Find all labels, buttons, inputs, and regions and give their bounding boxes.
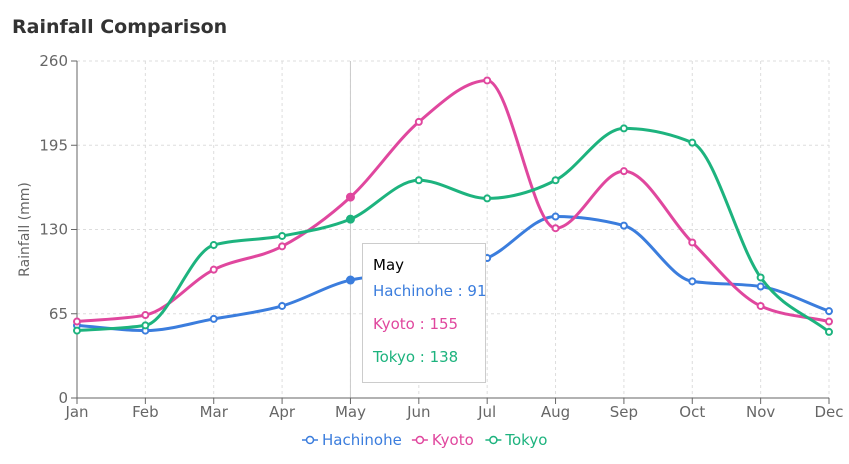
data-point-tokyo-feb[interactable] <box>141 321 150 330</box>
data-point-kyoto-may[interactable] <box>345 192 355 202</box>
data-point-kyoto-apr[interactable] <box>278 242 287 251</box>
data-point-tokyo-jul[interactable] <box>483 194 492 203</box>
data-point-kyoto-jul[interactable] <box>483 76 492 85</box>
chart-title: Rainfall Comparison <box>12 16 228 38</box>
legend-marker-hachinohe[interactable] <box>305 435 315 445</box>
data-point-hachinohe-nov[interactable] <box>756 282 765 291</box>
legend-label-kyoto[interactable]: Kyoto <box>432 431 474 449</box>
data-point-hachinohe-dec[interactable] <box>825 307 833 316</box>
x-tick-label-apr: Apr <box>269 403 296 421</box>
data-point-tokyo-aug[interactable] <box>551 176 560 185</box>
x-tick-label-jul: Jul <box>477 403 496 421</box>
x-tick-label-aug: Aug <box>541 403 570 421</box>
y-tick-label: 260 <box>39 52 68 70</box>
data-point-hachinohe-may[interactable] <box>345 275 355 285</box>
x-tick-label-feb: Feb <box>132 403 159 421</box>
y-tick-label: 65 <box>49 305 68 323</box>
y-axis-title: Rainfall (mm) <box>17 182 33 277</box>
data-point-hachinohe-oct[interactable] <box>688 277 697 286</box>
data-point-tokyo-oct[interactable] <box>688 138 697 147</box>
data-point-tokyo-jan[interactable] <box>73 326 81 335</box>
data-point-kyoto-jun[interactable] <box>414 117 423 126</box>
data-point-tokyo-apr[interactable] <box>278 231 287 240</box>
x-tick-label-dec: Dec <box>814 403 843 421</box>
data-point-kyoto-sep[interactable] <box>619 167 628 176</box>
data-point-kyoto-oct[interactable] <box>688 238 697 247</box>
x-tick-label-jan: Jan <box>64 403 88 421</box>
y-tick-label: 0 <box>58 389 68 407</box>
data-point-hachinohe-aug[interactable] <box>551 212 560 221</box>
data-point-kyoto-jan[interactable] <box>73 317 81 326</box>
tooltip-row-kyoto: Kyoto : 155 <box>373 315 459 333</box>
series-line-tokyo <box>76 126 830 334</box>
x-tick-label-oct: Oct <box>679 403 705 421</box>
data-point-kyoto-dec[interactable] <box>825 317 833 326</box>
legend-marker-kyoto[interactable] <box>415 435 425 445</box>
data-point-tokyo-jun[interactable] <box>414 176 423 185</box>
tooltip-row-hachinohe: Hachinohe : 91 <box>373 282 487 300</box>
legend-label-tokyo[interactable]: Tokyo <box>504 431 547 449</box>
data-point-kyoto-nov[interactable] <box>756 301 765 310</box>
data-point-hachinohe-apr[interactable] <box>278 301 287 310</box>
y-tick-label: 130 <box>39 221 68 239</box>
x-tick-label-may: May <box>335 403 366 421</box>
data-point-tokyo-may[interactable] <box>345 214 355 224</box>
x-tick-label-jun: Jun <box>406 403 430 421</box>
data-point-tokyo-sep[interactable] <box>619 124 628 133</box>
data-point-kyoto-aug[interactable] <box>551 224 560 233</box>
data-point-tokyo-mar[interactable] <box>209 241 218 250</box>
legend-label-hachinohe[interactable]: Hachinohe <box>322 431 402 449</box>
tooltip-title: May <box>373 256 405 274</box>
tooltip-row-tokyo: Tokyo : 138 <box>373 348 459 366</box>
data-point-kyoto-mar[interactable] <box>209 265 218 274</box>
data-point-hachinohe-sep[interactable] <box>619 221 628 230</box>
x-tick-label-sep: Sep <box>610 403 638 421</box>
tooltip: May Hachinohe : 91 Kyoto : 155 Tokyo : 1… <box>362 243 487 383</box>
x-tick-label-mar: Mar <box>200 403 229 421</box>
data-point-tokyo-nov[interactable] <box>756 273 765 282</box>
data-point-hachinohe-mar[interactable] <box>209 314 218 323</box>
data-point-kyoto-feb[interactable] <box>141 311 150 320</box>
x-tick-label-nov: Nov <box>746 403 775 421</box>
data-point-tokyo-dec[interactable] <box>825 327 833 336</box>
y-tick-label: 195 <box>39 136 68 154</box>
legend-marker-tokyo[interactable] <box>489 435 498 445</box>
